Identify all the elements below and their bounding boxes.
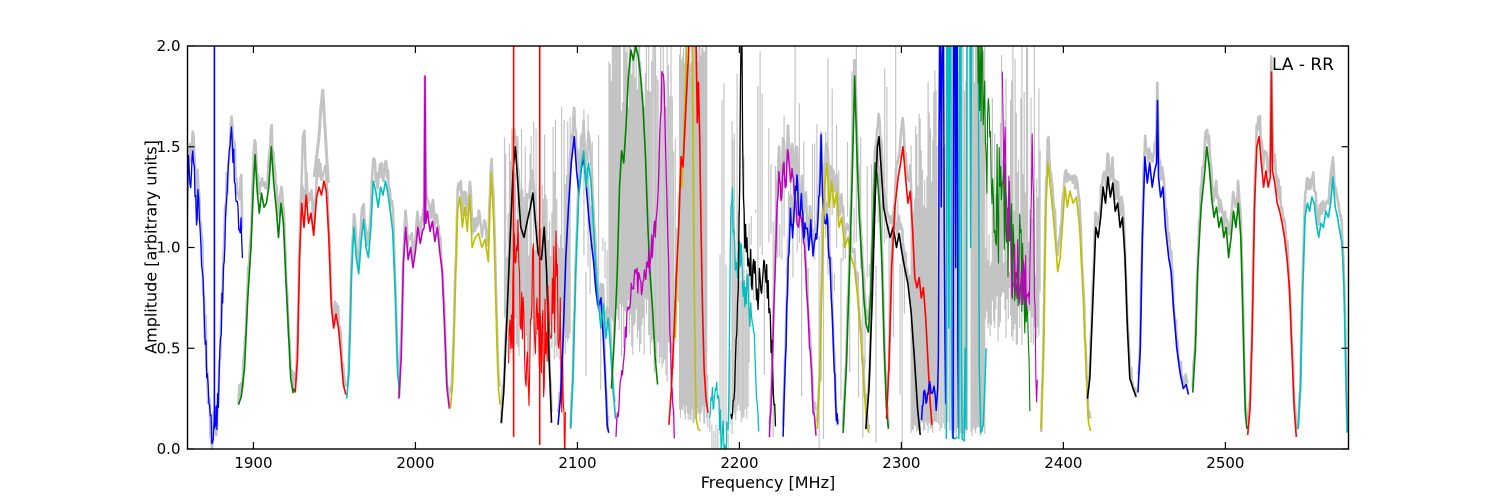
svg-text:2000: 2000	[396, 454, 434, 472]
svg-text:2400: 2400	[1044, 454, 1082, 472]
svg-text:2100: 2100	[558, 454, 596, 472]
svg-text:1.0: 1.0	[157, 239, 181, 257]
svg-text:2200: 2200	[720, 454, 758, 472]
station-polarization-label: LA - RR	[1271, 55, 1334, 75]
svg-text:2500: 2500	[1206, 454, 1244, 472]
svg-text:0.0: 0.0	[157, 440, 181, 458]
x-axis-title: Frequency [MHz]	[700, 473, 836, 492]
svg-text:2300: 2300	[882, 454, 920, 472]
svg-text:0.5: 0.5	[157, 339, 181, 357]
svg-text:2.0: 2.0	[157, 37, 181, 55]
y-axis-title: Amplitude [arbitrary units]	[141, 140, 161, 354]
svg-text:1.5: 1.5	[157, 138, 181, 156]
svg-text:1900: 1900	[234, 454, 272, 472]
